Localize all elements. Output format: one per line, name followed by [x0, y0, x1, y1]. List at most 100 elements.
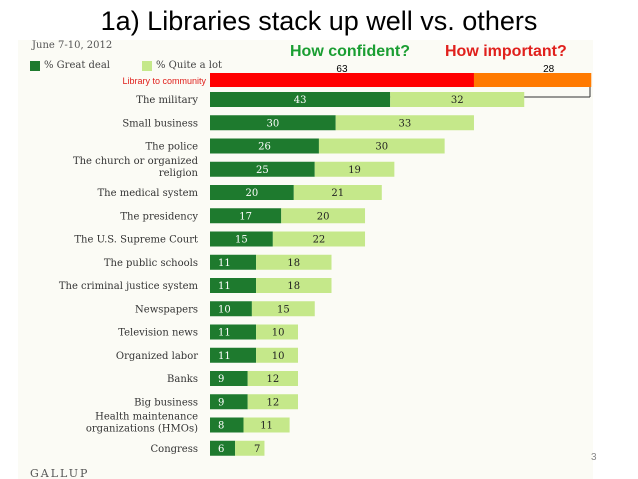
bar-quite-a-lot — [390, 92, 525, 107]
bar-great-deal — [210, 371, 248, 386]
category-label: Health maintenance — [95, 412, 198, 423]
bar-great-deal — [210, 115, 336, 131]
value-label-great-deal: 9 — [218, 397, 224, 408]
value-label-great-deal: 30 — [266, 118, 279, 129]
bar-great-deal — [210, 208, 282, 224]
category-label: Television news — [118, 328, 198, 339]
category-label: Big business — [134, 397, 198, 408]
category-label: organizations (HMOs) — [86, 424, 198, 435]
category-label: The police — [145, 142, 198, 153]
category-label: The U.S. Supreme Court — [74, 235, 198, 246]
header-how-important: How important? — [445, 43, 567, 60]
category-label: Congress — [151, 444, 198, 455]
bar-great-deal — [210, 161, 315, 177]
value-label-great-deal: 11 — [218, 258, 231, 269]
value-label-great-deal: 8 — [218, 421, 224, 432]
header-how-confident: How confident? — [290, 43, 410, 60]
library-important-bar — [473, 73, 592, 87]
value-label-quite-a-lot: 11 — [260, 421, 273, 432]
bar-quite-a-lot — [256, 324, 298, 340]
library-confident-value: 63 — [336, 64, 348, 75]
bar-great-deal — [210, 92, 391, 107]
bar-quite-a-lot — [281, 208, 366, 224]
value-label-quite-a-lot: 21 — [331, 188, 344, 199]
legend-quite-a-lot: % Quite a lot — [142, 60, 222, 71]
value-label-quite-a-lot: 12 — [266, 374, 279, 385]
bar-quite-a-lot — [272, 231, 366, 247]
library-row-label: Library to community — [122, 76, 206, 86]
value-label-quite-a-lot: 18 — [287, 281, 300, 292]
value-label-quite-a-lot: 22 — [313, 235, 326, 246]
bar-great-deal — [210, 254, 257, 270]
legend-label-great-deal: % Great deal — [44, 60, 111, 71]
value-label-great-deal: 11 — [218, 328, 231, 339]
library-important-value: 28 — [543, 64, 555, 75]
bar-quite-a-lot — [235, 440, 265, 456]
category-label: The public schools — [104, 258, 198, 269]
survey-date: June 7-10, 2012 — [32, 40, 113, 51]
value-label-quite-a-lot: 10 — [272, 351, 285, 362]
legend-great-deal: % Great deal — [30, 60, 110, 71]
bar-quite-a-lot — [256, 347, 298, 363]
bar-great-deal — [210, 440, 236, 456]
value-label-quite-a-lot: 7 — [254, 444, 260, 455]
bar-quite-a-lot — [335, 115, 474, 131]
bar-great-deal — [210, 231, 273, 247]
bar-great-deal — [210, 278, 257, 293]
bar-quite-a-lot — [256, 254, 332, 270]
library-confident-bar — [210, 73, 474, 87]
category-label: Organized labor — [116, 351, 198, 362]
category-label: The church or organized — [73, 156, 199, 167]
category-label: Newspapers — [135, 304, 198, 315]
category-label: The military — [136, 95, 198, 106]
bar-great-deal — [210, 347, 257, 363]
legend-swatch-great-deal — [30, 60, 40, 71]
bar-quite-a-lot — [318, 138, 445, 154]
bar-quite-a-lot — [293, 185, 382, 200]
value-label-great-deal: 11 — [218, 281, 231, 292]
bar-great-deal — [210, 324, 257, 340]
category-label: The medical system — [98, 188, 199, 199]
page-number: 3 — [591, 452, 597, 463]
category-label: The criminal justice system — [59, 281, 199, 292]
value-label-great-deal: 20 — [246, 188, 259, 199]
legend-label-quite-a-lot: % Quite a lot — [156, 60, 223, 71]
category-label: religion — [159, 168, 199, 179]
bar-quite-a-lot — [314, 161, 395, 177]
value-label-great-deal: 25 — [256, 165, 269, 176]
bar-great-deal — [210, 417, 244, 433]
value-label-quite-a-lot: 19 — [348, 165, 361, 176]
value-label-great-deal: 26 — [258, 142, 271, 153]
bar-quite-a-lot — [247, 371, 298, 386]
bar-great-deal — [210, 394, 248, 410]
value-label-great-deal: 17 — [239, 211, 252, 222]
value-label-quite-a-lot: 10 — [272, 328, 285, 339]
legend-swatch-quite-a-lot — [142, 60, 152, 71]
bar-quite-a-lot — [256, 278, 332, 293]
value-label-quite-a-lot: 33 — [398, 118, 411, 129]
value-label-great-deal: 15 — [235, 235, 248, 246]
slide-title: 1a) Libraries stack up well vs. others — [100, 6, 538, 36]
value-label-quite-a-lot: 30 — [375, 142, 388, 153]
gallup-logo: GALLUP — [30, 467, 90, 479]
bar-quite-a-lot — [251, 301, 315, 317]
category-label: Small business — [122, 118, 198, 129]
value-label-great-deal: 9 — [218, 374, 224, 385]
category-label: Banks — [167, 374, 198, 385]
value-label-great-deal: 10 — [218, 304, 231, 315]
value-label-great-deal: 11 — [218, 351, 231, 362]
value-label-quite-a-lot: 18 — [287, 258, 300, 269]
value-label-great-deal: 6 — [218, 444, 224, 455]
bar-great-deal — [210, 185, 294, 200]
bar-great-deal — [210, 301, 252, 317]
value-label-quite-a-lot: 32 — [451, 95, 464, 106]
value-label-quite-a-lot: 12 — [266, 397, 279, 408]
category-label: The presidency — [120, 211, 198, 222]
bar-great-deal — [210, 138, 319, 154]
value-label-great-deal: 43 — [294, 95, 307, 106]
value-label-quite-a-lot: 15 — [277, 304, 290, 315]
bar-quite-a-lot — [247, 394, 298, 410]
value-label-quite-a-lot: 20 — [317, 211, 330, 222]
bar-quite-a-lot — [243, 417, 290, 433]
